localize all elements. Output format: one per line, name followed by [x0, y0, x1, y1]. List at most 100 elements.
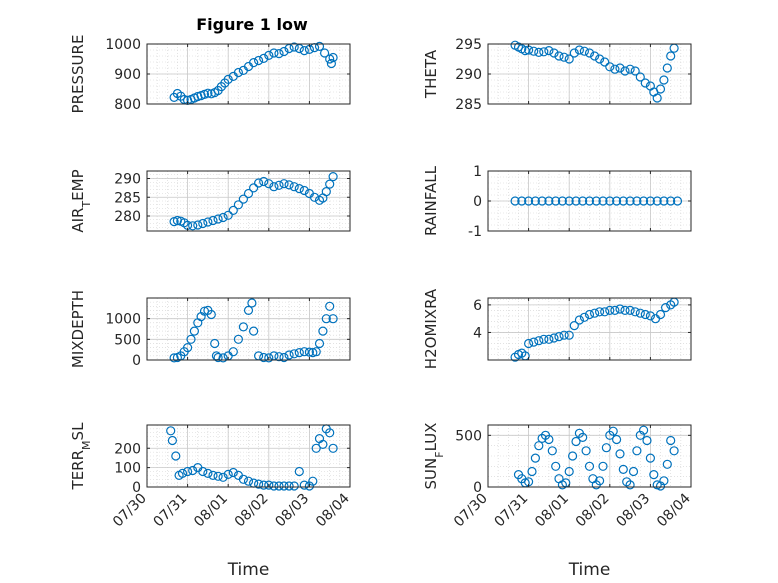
- y-tick-label: 1: [473, 164, 482, 180]
- data-markers: [510, 196, 683, 206]
- data-point: [247, 298, 257, 308]
- data-point: [264, 353, 274, 363]
- data-point: [655, 84, 666, 94]
- data-point: [274, 48, 284, 59]
- data-point: [284, 481, 294, 491]
- data-point: [294, 466, 304, 477]
- data-point: [328, 52, 338, 63]
- data-point: [559, 52, 569, 62]
- data-point: [294, 348, 304, 358]
- data-point: [177, 468, 188, 478]
- data-point: [186, 334, 196, 344]
- data-point: [284, 180, 294, 190]
- data-point: [581, 446, 591, 456]
- data-point: [610, 64, 620, 74]
- data-point: [318, 326, 328, 336]
- data-point: [169, 353, 179, 363]
- data-point: [299, 185, 309, 196]
- data-point: [574, 45, 585, 55]
- data-point: [328, 172, 338, 182]
- data-point: [571, 196, 581, 206]
- data-point: [264, 480, 274, 490]
- data-point: [284, 350, 294, 360]
- data-point: [601, 443, 612, 453]
- data-point: [618, 196, 628, 206]
- data-point: [304, 347, 314, 357]
- data-point: [259, 480, 269, 490]
- data-point: [299, 480, 309, 490]
- data-point: [523, 196, 534, 206]
- data-point: [551, 196, 561, 206]
- data-point: [539, 47, 549, 57]
- subplot-pressure: 800 900 1000 PRESSURE: [69, 35, 351, 113]
- y-tick-label: 0: [132, 480, 141, 496]
- data-point: [274, 481, 284, 491]
- data-markers: [169, 298, 338, 363]
- data-point: [564, 330, 574, 340]
- data-point: [289, 481, 299, 491]
- x-axis-label: Time: [568, 560, 611, 580]
- data-point: [259, 176, 269, 187]
- data-point: [228, 347, 238, 357]
- data-point: [198, 466, 208, 477]
- data-point: [311, 443, 321, 453]
- y-tick-label: 800: [114, 97, 141, 113]
- y-tick-label: 0: [473, 480, 482, 496]
- data-point: [659, 196, 669, 206]
- y-tick-label: 100: [114, 461, 141, 477]
- figure-title: Figure 1 low: [196, 15, 308, 34]
- data-point: [666, 196, 676, 206]
- data-point: [198, 218, 208, 229]
- data-point: [638, 196, 649, 206]
- y-axis-label-mixdepth: MIXDEPTH: [69, 290, 87, 368]
- data-point: [183, 343, 193, 353]
- data-point: [311, 347, 321, 357]
- data-point: [289, 42, 299, 52]
- y-tick-label: 0: [473, 194, 482, 210]
- data-point: [669, 446, 679, 456]
- data-point: [600, 307, 610, 317]
- data-point: [325, 428, 335, 438]
- data-point: [527, 466, 537, 477]
- subplot-air-temp: 280 285 290 AIRTEMP: [69, 169, 351, 233]
- data-point: [289, 182, 299, 192]
- data-point: [608, 426, 618, 436]
- data-point: [594, 476, 605, 486]
- y-tick-label: -1: [468, 224, 482, 240]
- data-point: [259, 53, 269, 64]
- data-point: [598, 461, 608, 471]
- data-point: [579, 46, 590, 56]
- data-point: [328, 314, 338, 324]
- data-point: [630, 66, 640, 76]
- data-point: [325, 301, 335, 311]
- data-point: [238, 194, 248, 204]
- data-point: [269, 481, 279, 491]
- data-point: [640, 78, 650, 88]
- data-point: [544, 434, 554, 445]
- data-point: [279, 481, 289, 491]
- data-point: [578, 432, 588, 442]
- y-tick-label: 500: [114, 332, 141, 348]
- data-point: [166, 426, 176, 436]
- data-point: [645, 453, 656, 463]
- data-point: [578, 196, 588, 206]
- data-point: [564, 196, 574, 206]
- data-point: [223, 210, 233, 220]
- data-point: [584, 48, 595, 58]
- data-point: [279, 352, 289, 363]
- data-point: [615, 304, 625, 314]
- data-point: [308, 348, 318, 358]
- data-point: [600, 57, 610, 67]
- x-axis-label: Time: [227, 560, 270, 580]
- data-point: [325, 179, 335, 189]
- data-point: [620, 66, 630, 76]
- y-axis-label-air-temp: AIRTEMP: [69, 169, 93, 232]
- data-point: [193, 220, 203, 230]
- data-point: [645, 311, 656, 321]
- data-point: [318, 439, 328, 449]
- data-point: [605, 62, 615, 72]
- data-point: [249, 183, 259, 193]
- data-point: [213, 352, 223, 363]
- data-point: [605, 305, 615, 315]
- data-point: [203, 88, 213, 98]
